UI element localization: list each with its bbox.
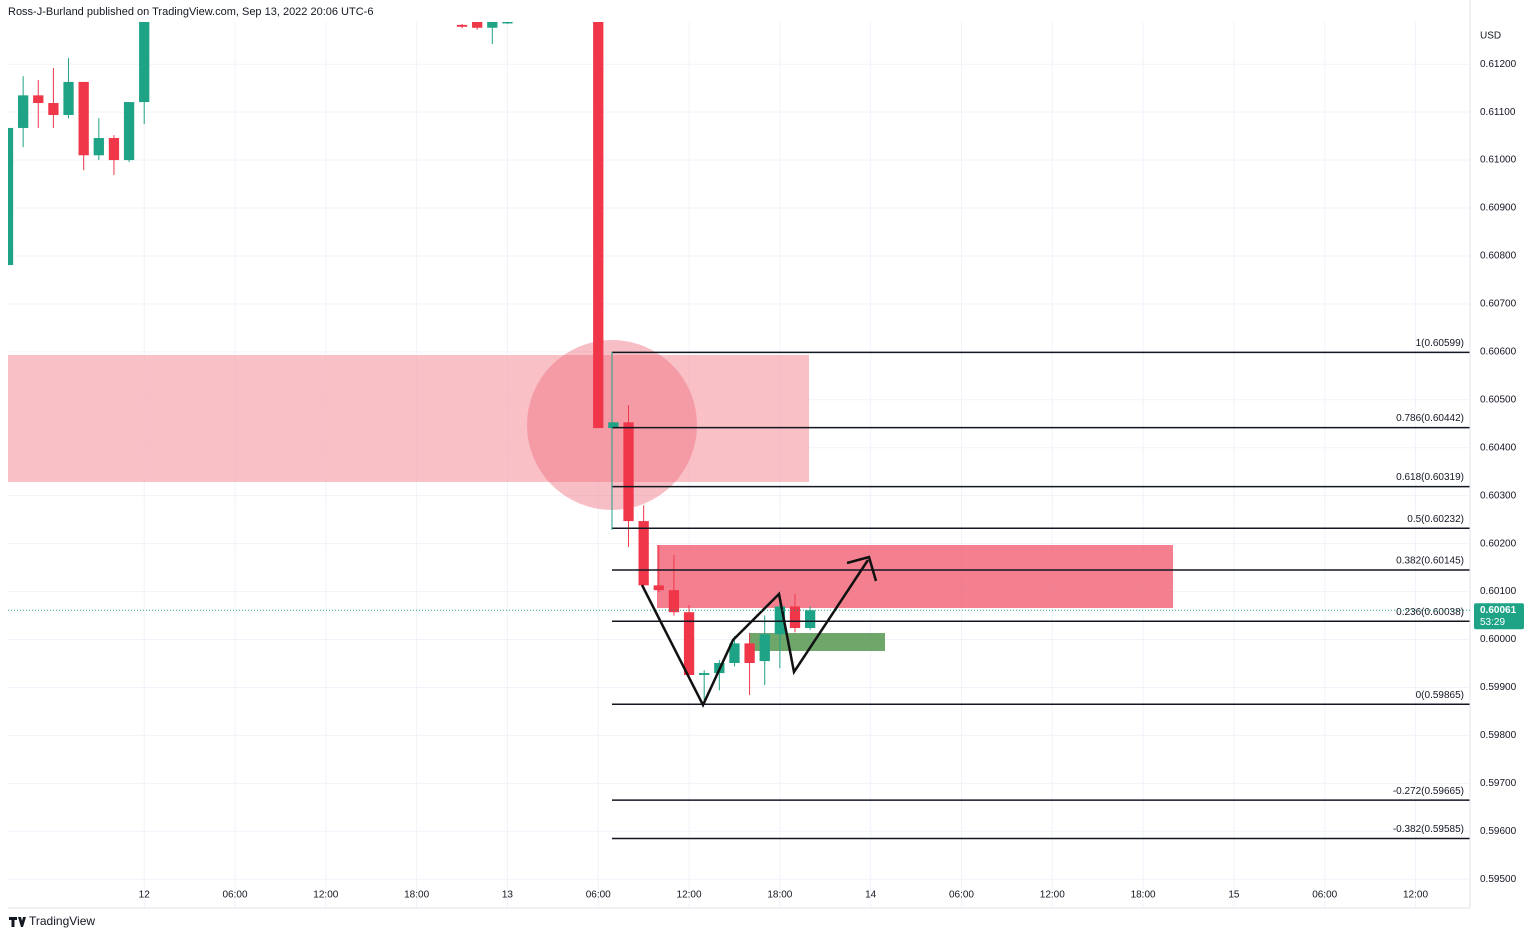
x-tick-label: 15 xyxy=(1228,890,1240,901)
candle-body xyxy=(17,95,29,128)
candle-body xyxy=(456,24,468,27)
support-zone xyxy=(749,633,885,651)
resistance-zone xyxy=(657,545,1173,608)
x-tick-label: 12:00 xyxy=(1040,890,1065,901)
candle-body xyxy=(653,585,664,591)
x-tick-label: 13 xyxy=(502,890,514,901)
fib-label: 0.382(0.60145) xyxy=(1396,556,1464,567)
candles xyxy=(8,22,816,705)
header: Ross-J-Burland published on TradingView.… xyxy=(8,6,373,18)
fib-label: 0.786(0.60442) xyxy=(1396,413,1464,424)
x-tick-label: 06:00 xyxy=(949,890,974,901)
y-tick-label: 0.60400 xyxy=(1480,442,1517,453)
x-tick-label: 18:00 xyxy=(767,890,792,901)
candle-body xyxy=(33,95,44,104)
candle-body xyxy=(608,422,619,429)
y-tick-label: 0.59800 xyxy=(1480,730,1517,741)
x-tick-label: 18:00 xyxy=(1131,890,1156,901)
y-tick-label: 0.61000 xyxy=(1480,155,1517,166)
y-tick-label: 0.60800 xyxy=(1480,251,1517,262)
arrow-head xyxy=(846,555,878,582)
x-tick-label: 12:00 xyxy=(677,890,702,901)
candle-body xyxy=(759,634,770,662)
y-tick-label: 0.60100 xyxy=(1480,586,1517,597)
candle-body xyxy=(78,81,89,156)
fib-label: -0.382(0.59585) xyxy=(1393,824,1464,835)
y-tick-label: 0.60200 xyxy=(1480,538,1517,549)
last-price-label: 0.60061 xyxy=(1480,605,1517,616)
candle-body xyxy=(683,612,695,675)
currency: USD xyxy=(1480,31,1501,42)
axes: 0.59500 0.59600 0.59700 0.59800 0.59900 0.600… xyxy=(8,59,1524,901)
y-tick-label: 0.61200 xyxy=(1480,59,1517,70)
fib-label: 0(0.59865) xyxy=(1416,690,1464,701)
fib-label: 0.5(0.60232) xyxy=(1407,514,1464,525)
x-tick-label: 12:00 xyxy=(1403,890,1428,901)
projection-path xyxy=(640,559,870,708)
supply-zone xyxy=(8,355,809,482)
candle-body xyxy=(668,590,680,613)
fib-label: 0.236(0.60038) xyxy=(1396,607,1464,618)
candle-body xyxy=(93,138,104,156)
candle-body xyxy=(108,138,120,161)
last-price-tag xyxy=(1474,603,1524,630)
y-tick-label: 0.59900 xyxy=(1480,682,1517,693)
y-tick-label: 0.60000 xyxy=(1480,634,1517,645)
candle-body xyxy=(638,521,649,586)
x-tick-label: 12:00 xyxy=(313,890,338,901)
y-tick-label: 0.60600 xyxy=(1480,346,1517,357)
candle-body xyxy=(472,22,483,28)
y-tick-label: 0.59500 xyxy=(1480,874,1517,885)
candle-body xyxy=(774,606,786,635)
candle-body xyxy=(804,610,816,629)
y-tick-label: 0.61100 xyxy=(1480,107,1516,118)
candle-body xyxy=(139,22,150,103)
x-tick-label: 06:00 xyxy=(1312,890,1337,901)
y-tick-label: 0.60300 xyxy=(1480,490,1517,501)
candle-body xyxy=(699,673,710,675)
candle-body xyxy=(623,422,634,522)
y-tick-label: 0.59600 xyxy=(1480,826,1517,837)
candle-body xyxy=(729,643,740,664)
candle-body xyxy=(8,127,14,266)
y-tick-label: 0.60900 xyxy=(1480,203,1517,214)
x-tick-label: 14 xyxy=(865,890,877,901)
candle-body xyxy=(744,643,755,664)
candle-body xyxy=(487,22,498,28)
x-tick-label: 06:00 xyxy=(223,890,248,901)
fib-label: 0.618(0.60319) xyxy=(1396,472,1464,483)
candle-body xyxy=(48,103,59,116)
y-tick-label: 0.60700 xyxy=(1480,299,1517,310)
brand-logo xyxy=(9,917,26,927)
fib-label: 1(0.60599) xyxy=(1416,338,1464,349)
fib-retracement: 1(0.60599) 0.786(0.60442) 0.618(0.60319) 0.… xyxy=(612,338,1470,840)
candle-body xyxy=(789,606,801,629)
y-tick-label: 0.59700 xyxy=(1480,778,1517,789)
x-tick-label: 12 xyxy=(139,890,151,901)
candle-body xyxy=(63,81,74,116)
countdown: 53:29 xyxy=(1480,617,1505,628)
brand: TradingView xyxy=(29,914,95,928)
y-tick-label: 0.60500 xyxy=(1480,394,1517,405)
x-tick-label: 06:00 xyxy=(586,890,611,901)
fib-label: -0.272(0.59665) xyxy=(1393,786,1464,797)
candle-body xyxy=(502,22,513,24)
candle-body xyxy=(593,22,604,429)
candle-body xyxy=(123,102,135,161)
x-tick-label: 18:00 xyxy=(404,890,429,901)
